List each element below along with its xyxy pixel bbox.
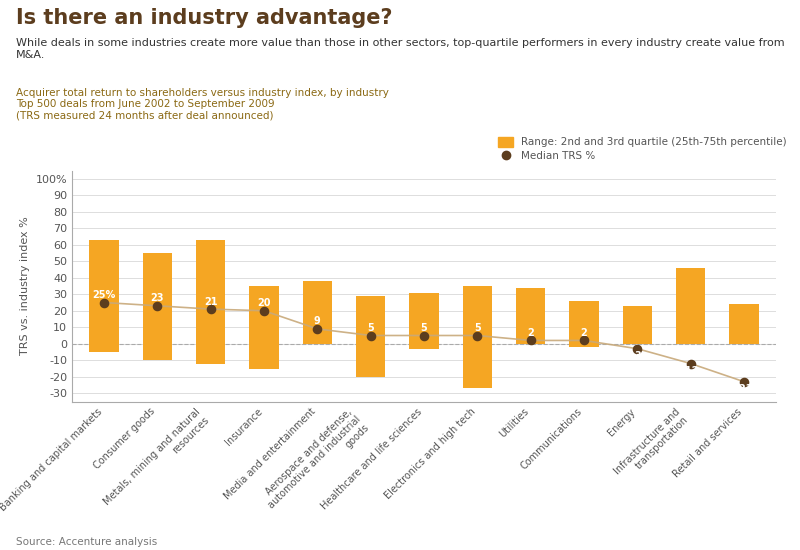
Text: 5: 5 (367, 323, 374, 333)
Bar (676, 268, 706, 344)
Point (578, 336, 590, 345)
Text: -3: -3 (632, 351, 642, 361)
Bar (462, 286, 492, 388)
Text: 23: 23 (150, 293, 164, 304)
Text: 20: 20 (258, 298, 270, 308)
Bar (622, 306, 652, 344)
Bar (142, 253, 172, 360)
Text: (TRS measured 24 months after deal announced): (TRS measured 24 months after deal annou… (16, 110, 274, 120)
Point (471, 331, 484, 340)
Bar (196, 240, 226, 364)
Legend: Range: 2nd and 3rd quartile (25th-75th percentile), Median TRS %: Range: 2nd and 3rd quartile (25th-75th p… (498, 137, 786, 161)
Bar (302, 281, 332, 344)
Point (418, 331, 430, 340)
Bar (410, 293, 438, 349)
Bar (570, 301, 598, 347)
Y-axis label: TRS vs. industry index %: TRS vs. industry index % (20, 217, 30, 355)
Point (684, 359, 697, 368)
Point (98, 298, 110, 307)
Text: 9: 9 (314, 316, 321, 327)
Text: Source: Accenture analysis: Source: Accenture analysis (16, 537, 158, 547)
Point (204, 305, 217, 314)
Text: While deals in some industries create more value than those in other sectors, to: While deals in some industries create mo… (16, 39, 785, 60)
Text: Is there an industry advantage?: Is there an industry advantage? (16, 8, 393, 28)
Text: Top 500 deals from June 2002 to September 2009: Top 500 deals from June 2002 to Septembe… (16, 99, 274, 109)
Text: Acquirer total return to shareholders versus industry index, by industry: Acquirer total return to shareholders ve… (16, 88, 389, 98)
Bar (356, 296, 386, 377)
Text: -12: -12 (682, 366, 699, 376)
Text: 2: 2 (581, 328, 587, 338)
Text: 5: 5 (474, 323, 481, 333)
Point (151, 301, 164, 310)
Bar (730, 304, 758, 344)
Text: -23: -23 (735, 384, 753, 394)
Point (311, 324, 324, 333)
Bar (90, 240, 118, 352)
Point (524, 336, 537, 345)
Point (258, 306, 270, 315)
Point (631, 344, 644, 353)
Text: 2: 2 (527, 328, 534, 338)
Text: 25%: 25% (92, 290, 116, 300)
Point (738, 377, 750, 386)
Text: 5: 5 (421, 323, 427, 333)
Bar (516, 288, 546, 344)
Text: 21: 21 (204, 296, 218, 307)
Point (364, 331, 377, 340)
Bar (250, 286, 278, 368)
